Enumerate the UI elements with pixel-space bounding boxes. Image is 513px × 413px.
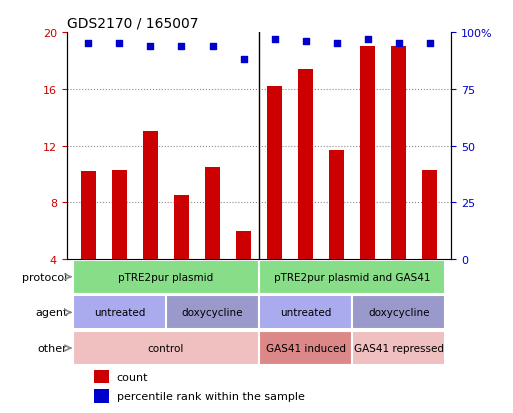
Bar [329, 150, 344, 259]
FancyBboxPatch shape [259, 260, 445, 294]
Point [364, 36, 372, 43]
FancyBboxPatch shape [352, 331, 445, 365]
Text: GAS41 induced: GAS41 induced [266, 343, 346, 353]
Text: pTRE2pur plasmid and GAS41: pTRE2pur plasmid and GAS41 [274, 272, 430, 282]
Point [115, 41, 124, 47]
FancyBboxPatch shape [73, 296, 166, 330]
Bar [236, 231, 251, 259]
FancyBboxPatch shape [259, 296, 352, 330]
Bar [267, 87, 282, 259]
Point [394, 41, 403, 47]
Text: pTRE2pur plasmid: pTRE2pur plasmid [119, 272, 213, 282]
Text: doxycycline: doxycycline [368, 308, 429, 318]
Text: other: other [37, 343, 67, 353]
FancyBboxPatch shape [352, 296, 445, 330]
Bar [174, 196, 189, 259]
Bar [112, 170, 127, 259]
Point [270, 36, 279, 43]
Text: GDS2170 / 165007: GDS2170 / 165007 [67, 17, 198, 31]
Text: untreated: untreated [280, 308, 331, 318]
FancyBboxPatch shape [73, 331, 259, 365]
FancyBboxPatch shape [73, 260, 259, 294]
FancyBboxPatch shape [166, 296, 259, 330]
Point [240, 57, 248, 64]
Bar [81, 172, 96, 259]
Text: count: count [116, 372, 148, 382]
Point [208, 43, 216, 50]
Text: doxycycline: doxycycline [182, 308, 243, 318]
Point [332, 41, 341, 47]
Bar [360, 47, 376, 259]
Point [146, 43, 154, 50]
Bar [143, 132, 158, 259]
Point [302, 39, 310, 45]
Point [426, 41, 434, 47]
Bar [422, 170, 438, 259]
Bar [205, 167, 220, 259]
Text: protocol: protocol [22, 272, 67, 282]
Text: untreated: untreated [94, 308, 145, 318]
Text: control: control [148, 343, 184, 353]
Bar [93, 370, 109, 383]
Point [177, 43, 186, 50]
Bar [298, 70, 313, 259]
Bar [391, 47, 406, 259]
Bar [93, 389, 109, 403]
Text: agent: agent [35, 308, 67, 318]
Point [84, 41, 92, 47]
Text: GAS41 repressed: GAS41 repressed [353, 343, 444, 353]
Text: percentile rank within the sample: percentile rank within the sample [116, 391, 305, 401]
FancyBboxPatch shape [259, 331, 352, 365]
